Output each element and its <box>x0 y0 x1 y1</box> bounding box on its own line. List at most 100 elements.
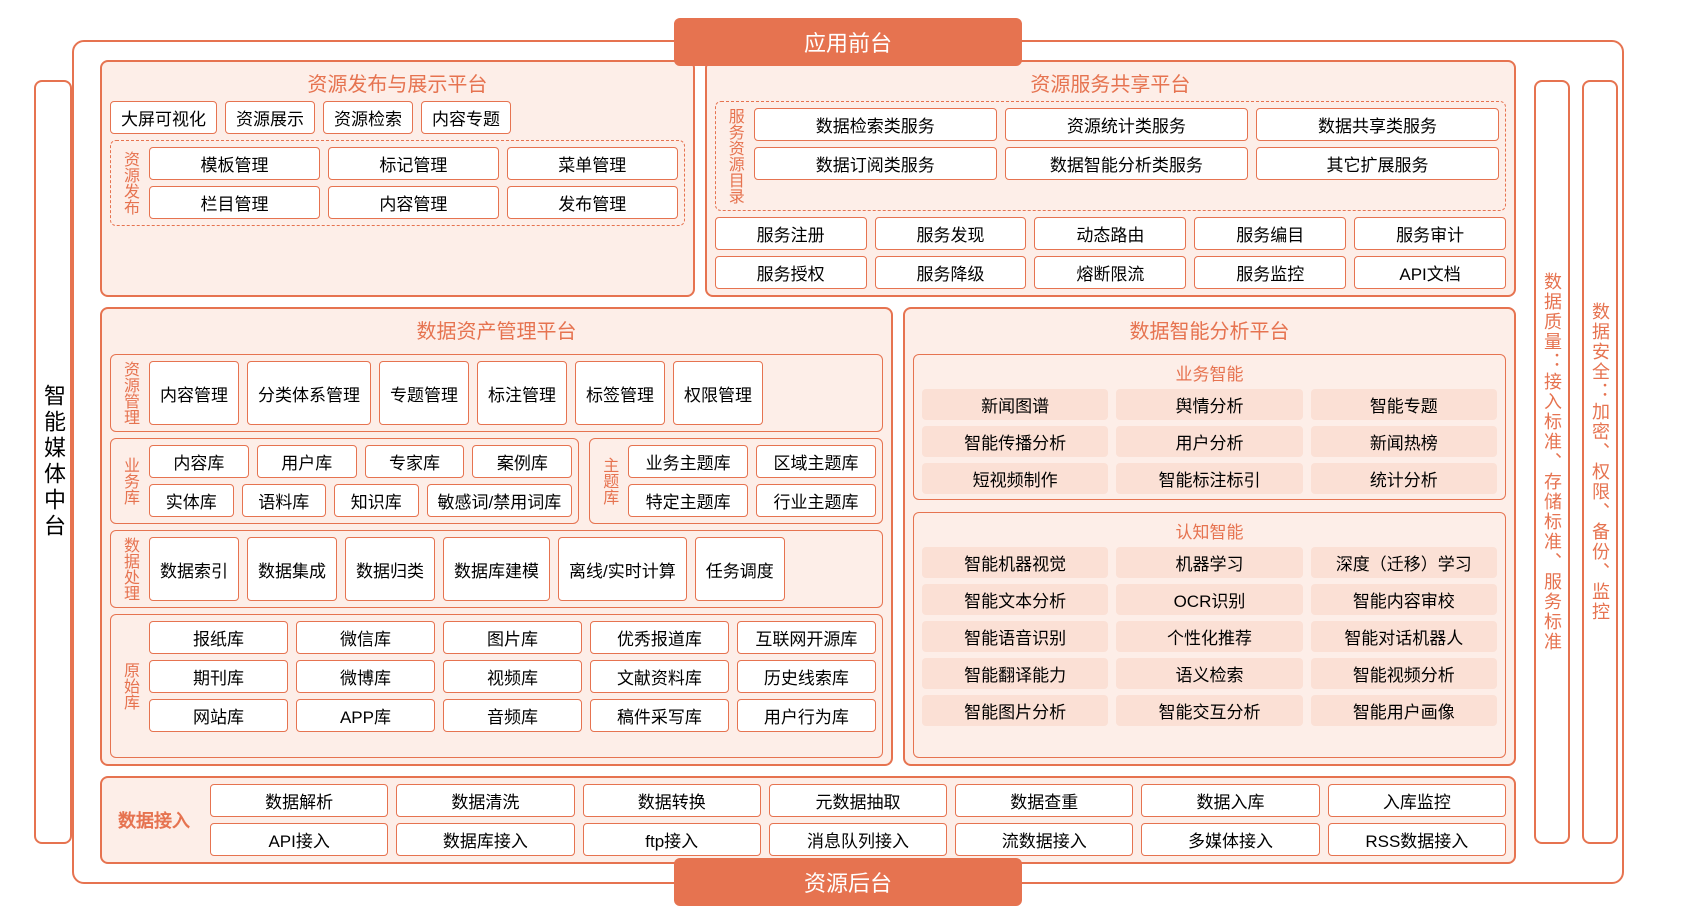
service-catalog-label: 服务资源目录 <box>722 108 746 204</box>
tag-item: 互联网开源库 <box>737 621 876 654</box>
tag-item: 离线/实时计算 <box>558 537 687 601</box>
tag-item: 报纸库 <box>149 621 288 654</box>
tag-item: 内容库 <box>149 445 249 478</box>
tag-item: 多媒体接入 <box>1141 823 1319 856</box>
tag-item: 智能用户画像 <box>1311 695 1497 726</box>
asset-bizlib-rows: 内容库用户库专家库案例库实体库语料库知识库敏感词/禁用词库 <box>149 445 572 517</box>
tag-item: 数据入库 <box>1141 784 1319 817</box>
tag-item: 内容管理 <box>149 361 239 425</box>
tag-row: 特定主题库行业主题库 <box>628 484 876 517</box>
tag-item: 语料库 <box>242 484 327 517</box>
tag-item: 实体库 <box>149 484 234 517</box>
tag-item: 统计分析 <box>1311 463 1497 494</box>
tag-item: 用户分析 <box>1116 426 1302 457</box>
tag-item: 智能标注标引 <box>1116 463 1302 494</box>
asset-bizlib-label: 业务库 <box>117 445 141 517</box>
tag-item: 权限管理 <box>673 361 763 425</box>
tag-item: 资源统计类服务 <box>1005 108 1248 141</box>
row-top: 资源发布与展示平台 大屏可视化资源展示资源检索内容专题 资源发布 模板管理标记管… <box>100 60 1516 297</box>
tag-item: 元数据抽取 <box>769 784 947 817</box>
row-middle: 数据资产管理平台 资源管理 内容管理分类体系管理专题管理标注管理标签管理权限管理… <box>100 307 1516 766</box>
tag-row: 报纸库微信库图片库优秀报道库互联网开源库 <box>149 621 876 654</box>
tag-item: 标注管理 <box>477 361 567 425</box>
intel-cog-title: 认知智能 <box>922 518 1497 543</box>
tag-item: API文档 <box>1354 256 1506 289</box>
intel-cog: 认知智能 智能机器视觉机器学习深度（迁移）学习智能文本分析OCR识别智能内容审校… <box>913 512 1506 758</box>
asset-resmgmt-label: 资源管理 <box>117 361 141 425</box>
tag-item: 服务监控 <box>1194 256 1346 289</box>
panel-service-title: 资源服务共享平台 <box>715 68 1506 97</box>
tag-item: OCR识别 <box>1116 584 1302 615</box>
tag-item: 区域主题库 <box>756 445 876 478</box>
asset-rawlib-rows: 报纸库微信库图片库优秀报道库互联网开源库期刊库微博库视频库文献资料库历史线索库网… <box>149 621 876 751</box>
tag-item: 智能视频分析 <box>1311 658 1497 689</box>
tag-item: 服务审计 <box>1354 217 1506 250</box>
tag-item: 资源展示 <box>225 101 315 134</box>
tag-item: 数据索引 <box>149 537 239 601</box>
service-ops: 服务注册服务发现动态路由服务编目服务审计服务授权服务降级熔断限流服务监控API文… <box>715 217 1506 289</box>
tag-item: 内容专题 <box>421 101 511 134</box>
tag-item: 菜单管理 <box>507 147 678 180</box>
tag-item: 智能对话机器人 <box>1311 621 1497 652</box>
top-banner: 应用前台 <box>674 18 1022 66</box>
tag-item: 优秀报道库 <box>590 621 729 654</box>
tag-item: 内容管理 <box>328 186 499 219</box>
tag-item: 服务编目 <box>1194 217 1346 250</box>
tag-item: 特定主题库 <box>628 484 748 517</box>
tag-row: 业务主题库区域主题库 <box>628 445 876 478</box>
tag-item: 机器学习 <box>1116 547 1302 578</box>
tag-item: 语义检索 <box>1116 658 1302 689</box>
tag-row: 模板管理标记管理菜单管理 <box>149 147 678 180</box>
panel-asset: 数据资产管理平台 资源管理 内容管理分类体系管理专题管理标注管理标签管理权限管理… <box>100 307 893 766</box>
panel-asset-title: 数据资产管理平台 <box>110 315 883 344</box>
panel-publish: 资源发布与展示平台 大屏可视化资源展示资源检索内容专题 资源发布 模板管理标记管… <box>100 60 695 297</box>
tag-item: 消息队列接入 <box>769 823 947 856</box>
ingest-rows: 数据解析数据清洗数据转换元数据抽取数据查重数据入库入库监控API接入数据库接入f… <box>210 784 1506 856</box>
tag-item: 行业主题库 <box>756 484 876 517</box>
asset-topiclib: 主题库 业务主题库区域主题库特定主题库行业主题库 <box>589 438 883 524</box>
tag-item: 智能翻译能力 <box>922 658 1108 689</box>
tag-item: 任务调度 <box>695 537 785 601</box>
publish-top-tags: 大屏可视化资源展示资源检索内容专题 <box>110 101 685 134</box>
asset-bizlib: 业务库 内容库用户库专家库案例库实体库语料库知识库敏感词/禁用词库 <box>110 438 579 524</box>
tag-item: 微博库 <box>296 660 435 693</box>
tag-item: 智能传播分析 <box>922 426 1108 457</box>
tag-row: 数据订阅类服务数据智能分析类服务其它扩展服务 <box>754 147 1499 180</box>
bottom-banner: 资源后台 <box>674 858 1022 906</box>
tag-item: 数据清洗 <box>396 784 574 817</box>
tag-item: 模板管理 <box>149 147 320 180</box>
tag-item: 大屏可视化 <box>110 101 217 134</box>
tag-row: 智能语音识别个性化推荐智能对话机器人 <box>922 621 1497 652</box>
tag-item: 流数据接入 <box>955 823 1133 856</box>
panel-intel: 数据智能分析平台 业务智能 新闻图谱舆情分析智能专题智能传播分析用户分析新闻热榜… <box>903 307 1516 766</box>
asset-resmgmt-items: 内容管理分类体系管理专题管理标注管理标签管理权限管理 <box>149 361 876 425</box>
tag-item: 数据解析 <box>210 784 388 817</box>
tag-item: 图片库 <box>443 621 582 654</box>
asset-rawlib: 原始库 报纸库微信库图片库优秀报道库互联网开源库期刊库微博库视频库文献资料库历史… <box>110 614 883 758</box>
tag-item: 智能交互分析 <box>1116 695 1302 726</box>
tag-row: 智能翻译能力语义检索智能视频分析 <box>922 658 1497 689</box>
tag-item: 敏感词/禁用词库 <box>427 484 573 517</box>
tag-item: 专题管理 <box>379 361 469 425</box>
tag-item: 数据库接入 <box>396 823 574 856</box>
tag-item: 期刊库 <box>149 660 288 693</box>
main-area: 资源发布与展示平台 大屏可视化资源展示资源检索内容专题 资源发布 模板管理标记管… <box>100 60 1516 864</box>
ingest-label: 数据接入 <box>110 784 198 856</box>
tag-item: RSS数据接入 <box>1328 823 1506 856</box>
side-label-quality: 数据质量：接入标准、存储标准、服务标准 <box>1534 80 1570 844</box>
publish-sublabel: 资源发布 <box>117 147 141 219</box>
tag-item: 智能图片分析 <box>922 695 1108 726</box>
tag-item: 服务降级 <box>875 256 1027 289</box>
panel-publish-title: 资源发布与展示平台 <box>110 68 685 97</box>
tag-item: 数据智能分析类服务 <box>1005 147 1248 180</box>
service-catalog: 服务资源目录 数据检索类服务资源统计类服务数据共享类服务数据订阅类服务数据智能分… <box>715 101 1506 211</box>
panel-service: 资源服务共享平台 服务资源目录 数据检索类服务资源统计类服务数据共享类服务数据订… <box>705 60 1516 297</box>
tag-row: 数据解析数据清洗数据转换元数据抽取数据查重数据入库入库监控 <box>210 784 1506 817</box>
tag-item: 智能机器视觉 <box>922 547 1108 578</box>
intel-cog-rows: 智能机器视觉机器学习深度（迁移）学习智能文本分析OCR识别智能内容审校智能语音识… <box>922 547 1497 726</box>
tag-item: 稿件采写库 <box>590 699 729 732</box>
service-catalog-rows: 数据检索类服务资源统计类服务数据共享类服务数据订阅类服务数据智能分析类服务其它扩… <box>754 108 1499 204</box>
tag-row: 新闻图谱舆情分析智能专题 <box>922 389 1497 420</box>
tag-item: 视频库 <box>443 660 582 693</box>
panel-ingest: 数据接入 数据解析数据清洗数据转换元数据抽取数据查重数据入库入库监控API接入数… <box>100 776 1516 864</box>
